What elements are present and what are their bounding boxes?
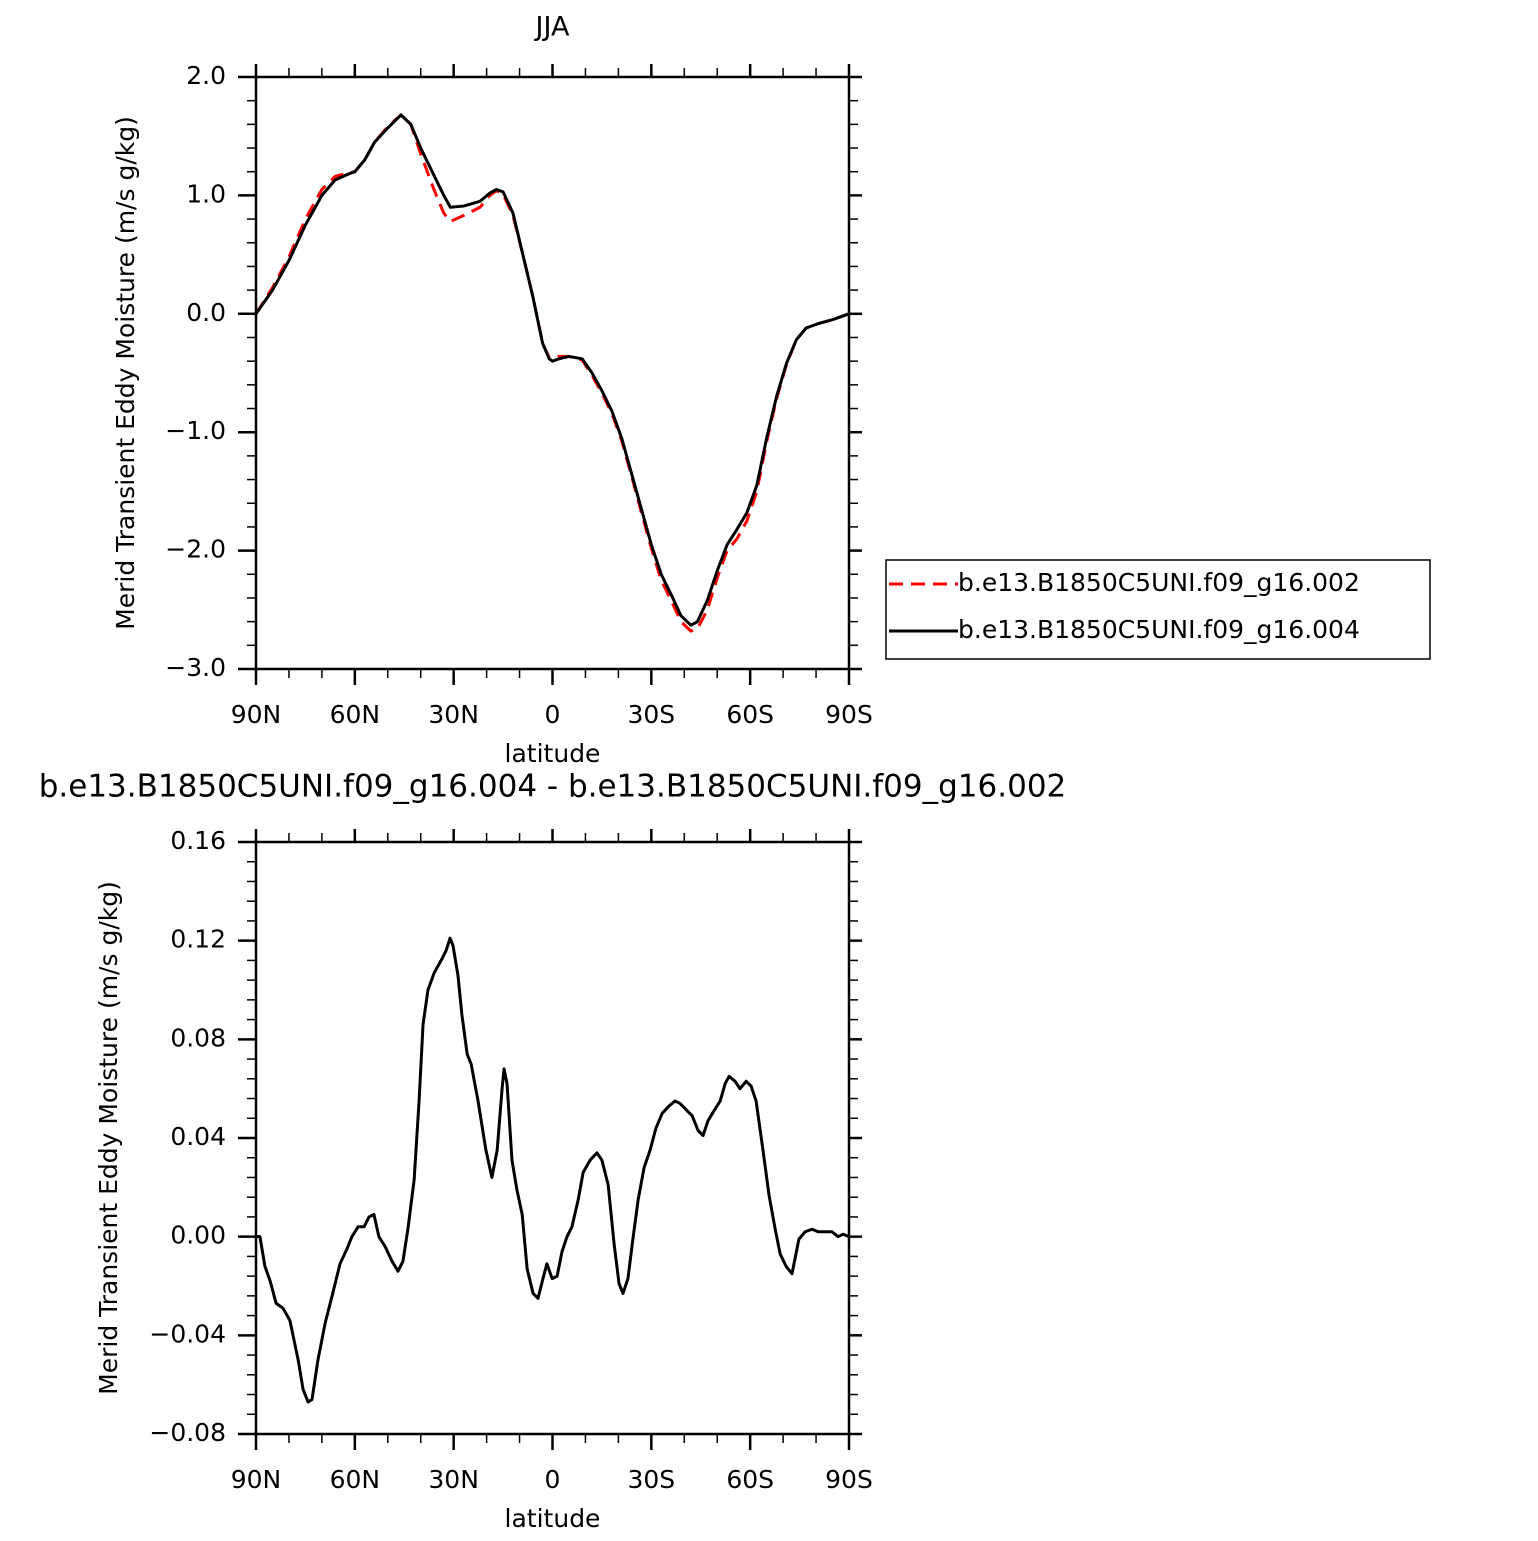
y-tick-label: −3.0 [165, 653, 226, 682]
y-tick-label: 1.0 [186, 179, 226, 208]
y-tick-label: 0.0 [186, 298, 226, 327]
x-axis-label: latitude [505, 1504, 601, 1533]
y-tick-label: 0.12 [170, 925, 226, 954]
plot-frame [254, 840, 851, 1436]
plot-frame [254, 75, 851, 671]
y-axis-label: Merid Transient Eddy Moisture (m/s g/kg) [94, 881, 123, 1395]
chart-title: JJA [534, 12, 570, 43]
data-line [256, 936, 850, 1404]
y-tick-label: 0.00 [170, 1221, 226, 1250]
legend-label: b.e13.B1850C5UNI.f09_g16.004 [958, 615, 1360, 644]
x-tick-label: 0 [545, 1465, 561, 1494]
x-axis-label: latitude [505, 739, 601, 768]
legend-box [885, 559, 1431, 660]
y-axis-label: Merid Transient Eddy Moisture (m/s g/kg) [111, 116, 140, 630]
x-tick-label: 30S [627, 1465, 675, 1494]
x-tick-label: 90N [231, 1465, 282, 1494]
y-tick-label: 0.04 [170, 1122, 226, 1151]
x-tick-label: 60S [726, 700, 774, 729]
x-tick-label: 0 [545, 700, 561, 729]
y-tick-label: 2.0 [186, 61, 226, 90]
x-tick-label: 60S [726, 1465, 774, 1494]
y-tick-label: −1.0 [165, 416, 226, 445]
chart-title: b.e13.B1850C5UNI.f09_g16.004 - b.e13.B18… [39, 769, 1067, 805]
x-tick-label: 60N [330, 1465, 381, 1494]
x-tick-label: 30S [627, 700, 675, 729]
x-tick-label: 90S [825, 700, 873, 729]
x-tick-label: 60N [330, 700, 381, 729]
y-tick-label: 0.16 [170, 826, 226, 855]
data-line [254, 113, 850, 627]
x-tick-label: 90S [825, 1465, 873, 1494]
y-tick-label: 0.08 [170, 1023, 226, 1052]
y-tick-label: −2.0 [165, 535, 226, 564]
data-line [254, 113, 850, 633]
legend-label: b.e13.B1850C5UNI.f09_g16.002 [958, 568, 1360, 597]
x-tick-label: 90N [231, 700, 282, 729]
x-tick-label: 30N [428, 1465, 479, 1494]
y-tick-label: −0.04 [149, 1319, 226, 1348]
x-tick-label: 30N [428, 700, 479, 729]
y-tick-label: −0.08 [149, 1418, 226, 1447]
